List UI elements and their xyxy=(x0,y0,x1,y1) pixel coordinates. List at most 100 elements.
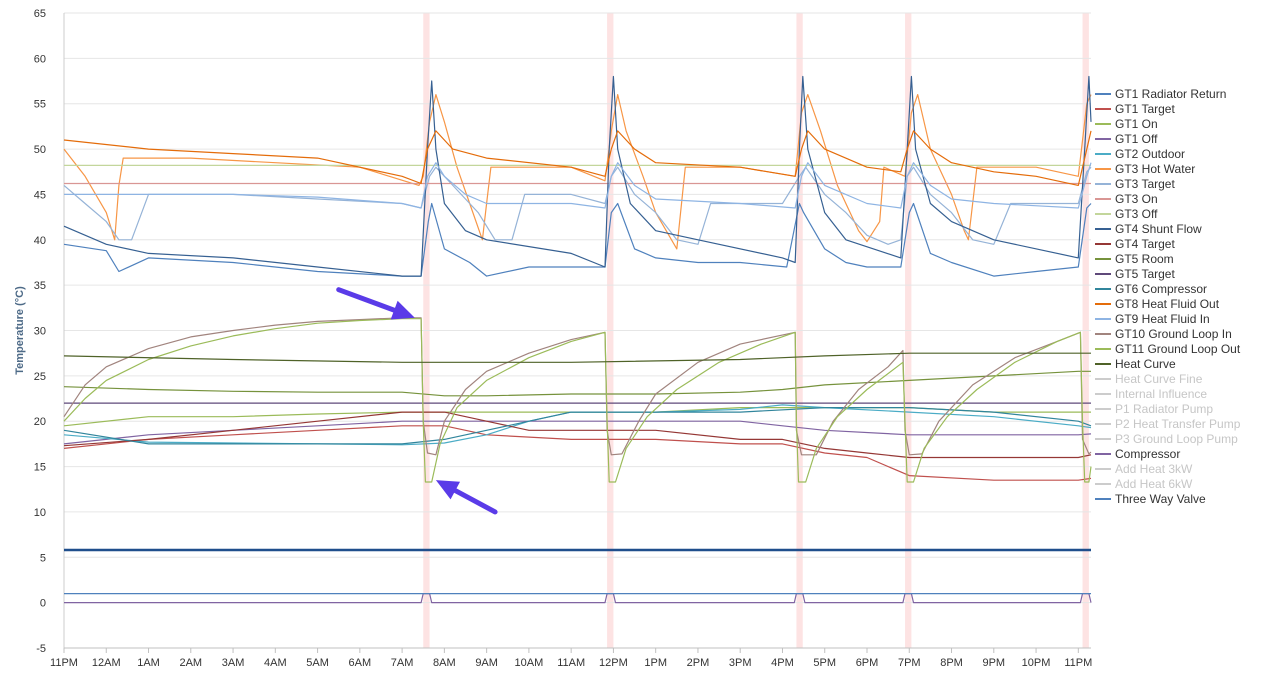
y-tick-label: 30 xyxy=(34,326,46,338)
y-tick-label: -5 xyxy=(36,643,46,655)
legend-label: Compressor xyxy=(1115,447,1180,461)
x-tick-label: 4AM xyxy=(264,657,287,669)
series-line-gt9-heat-fluid-in xyxy=(64,162,1092,209)
legend-item-add-heat-3kw[interactable]: Add Heat 3kW xyxy=(1095,462,1193,476)
x-tick-label: 8AM xyxy=(433,657,456,669)
series-line-gt1-off xyxy=(63,420,1092,445)
legend-label: GT8 Heat Fluid Out xyxy=(1115,297,1220,311)
y-tick-label: 10 xyxy=(34,507,46,519)
annotation-arrow-shaft xyxy=(452,488,498,515)
legend-item-p1-radiator-pump[interactable]: P1 Radiator Pump xyxy=(1095,402,1213,416)
x-tick-label: 7AM xyxy=(391,657,414,669)
x-tick-label: 7PM xyxy=(898,657,921,669)
legend-item-gt3-off[interactable]: GT3 Off xyxy=(1095,207,1158,221)
series-line-gt10-ground-loop-in xyxy=(63,317,1092,456)
series-line-gt5-room xyxy=(63,370,1091,397)
legend-item-p3-ground-loop-pump[interactable]: P3 Ground Loop Pump xyxy=(1095,432,1238,446)
y-tick-label: 5 xyxy=(40,552,46,564)
legend-item-p2-heat-transfer-pump[interactable]: P2 Heat Transfer Pump xyxy=(1095,417,1241,431)
legend-label: GT4 Target xyxy=(1115,237,1175,251)
legend-label: Three Way Valve xyxy=(1115,492,1206,506)
legend-label: GT11 Ground Loop Out xyxy=(1115,342,1241,356)
y-tick-label: 35 xyxy=(34,280,46,292)
legend-item-gt2-outdoor[interactable]: GT2 Outdoor xyxy=(1095,147,1185,161)
legend-label: Heat Curve Fine xyxy=(1115,372,1203,386)
y-tick-label: 0 xyxy=(40,598,46,610)
legend-item-gt6-compressor[interactable]: GT6 Compressor xyxy=(1095,282,1207,296)
legend-item-gt5-room[interactable]: GT5 Room xyxy=(1095,252,1174,266)
legend-label: GT6 Compressor xyxy=(1115,282,1207,296)
series-line-gt8-heat-fluid-out xyxy=(63,130,1092,186)
legend-item-gt1-radiator-return[interactable]: GT1 Radiator Return xyxy=(1095,87,1226,101)
legend-item-gt10-ground-loop-in[interactable]: GT10 Ground Loop In xyxy=(1095,327,1232,341)
legend-label: GT5 Room xyxy=(1115,252,1174,266)
legend-item-gt9-heat-fluid-in[interactable]: GT9 Heat Fluid In xyxy=(1095,312,1210,326)
x-tick-label: 1AM xyxy=(137,657,160,669)
y-tick-label: 20 xyxy=(34,416,46,428)
x-tick-label: 3AM xyxy=(222,657,245,669)
legend-item-gt1-on[interactable]: GT1 On xyxy=(1095,117,1158,131)
legend-label: GT5 Target xyxy=(1115,267,1175,281)
legend-label: GT4 Shunt Flow xyxy=(1115,222,1202,236)
legend-item-gt1-target[interactable]: GT1 Target xyxy=(1095,102,1175,116)
legend-item-three-way-valve[interactable]: Three Way Valve xyxy=(1095,492,1206,506)
x-tick-label: 9AM xyxy=(475,657,498,669)
x-tick-label: 8PM xyxy=(940,657,963,669)
x-tick-label: 12PM xyxy=(599,657,628,669)
x-tick-label: 11PM xyxy=(1064,657,1092,669)
x-tick-label: 9PM xyxy=(982,657,1005,669)
legend-label: GT2 Outdoor xyxy=(1115,147,1185,161)
legend-label: GT3 Off xyxy=(1115,207,1158,221)
legend-item-gt5-target[interactable]: GT5 Target xyxy=(1095,267,1175,281)
series-line-gt4-target xyxy=(63,411,1092,459)
legend-item-gt4-shunt-flow[interactable]: GT4 Shunt Flow xyxy=(1095,222,1202,236)
legend-label: P2 Heat Transfer Pump xyxy=(1115,417,1241,431)
legend-label: P3 Ground Loop Pump xyxy=(1115,432,1238,446)
legend-item-internal-influence[interactable]: Internal Influence xyxy=(1095,387,1207,401)
x-tick-label: 11AM xyxy=(557,657,585,669)
legend-label: Heat Curve xyxy=(1115,357,1176,371)
legend-item-compressor[interactable]: Compressor xyxy=(1095,447,1180,461)
legend-label: GT9 Heat Fluid In xyxy=(1115,312,1210,326)
legend-item-gt4-target[interactable]: GT4 Target xyxy=(1095,237,1175,251)
annotation-arrow-head xyxy=(390,300,415,320)
legend-label: GT3 Target xyxy=(1115,177,1175,191)
legend-label: Internal Influence xyxy=(1115,387,1207,401)
legend-label: GT10 Ground Loop In xyxy=(1115,327,1232,341)
x-tick-label: 2PM xyxy=(687,657,710,669)
legend-label: GT1 Off xyxy=(1115,132,1158,146)
legend-item-gt3-on[interactable]: GT3 On xyxy=(1095,192,1158,206)
y-tick-label: 15 xyxy=(34,462,46,474)
legend-label: GT3 Hot Water xyxy=(1115,162,1195,176)
series-line-gt4-shunt-flow xyxy=(63,75,1092,277)
y-axis-ticks: -5 0 5 10 15 20 25 30 35 40 45 50 55 60 65 xyxy=(34,8,46,655)
legend-item-gt1-off[interactable]: GT1 Off xyxy=(1095,132,1158,146)
x-tick-label: 1PM xyxy=(644,657,667,669)
annotation-arrows xyxy=(336,287,498,515)
legend-item-heat-curve-fine[interactable]: Heat Curve Fine xyxy=(1095,372,1203,386)
legend-label: P1 Radiator Pump xyxy=(1115,402,1213,416)
legend-item-gt3-target[interactable]: GT3 Target xyxy=(1095,177,1175,191)
series-line-gt3-hot-water xyxy=(63,94,1092,250)
legend-item-gt8-heat-fluid-out[interactable]: GT8 Heat Fluid Out xyxy=(1095,297,1220,311)
series-line-gt11-ground-loop-out xyxy=(63,318,1092,483)
y-tick-label: 45 xyxy=(34,189,46,201)
x-tick-label: 5PM xyxy=(813,657,836,669)
legend-item-gt11-ground-loop-out[interactable]: GT11 Ground Loop Out xyxy=(1095,342,1241,356)
series-line-gt6-compressor xyxy=(63,407,1092,445)
series-line-gt3-target xyxy=(63,166,1092,245)
y-tick-label: 65 xyxy=(34,8,46,20)
series-lines xyxy=(63,75,1092,604)
legend-item-gt3-hot-water[interactable]: GT3 Hot Water xyxy=(1095,162,1195,176)
legend-item-add-heat-6kw[interactable]: Add Heat 6kW xyxy=(1095,477,1193,491)
series-line-gt1-target xyxy=(63,425,1092,481)
legend-label: GT1 Radiator Return xyxy=(1115,87,1226,101)
annotation-arrow-shaft xyxy=(336,287,397,313)
legend-item-heat-curve[interactable]: Heat Curve xyxy=(1095,357,1176,371)
x-tick-label: 11PM xyxy=(50,657,78,669)
legend-label: GT1 Target xyxy=(1115,102,1175,116)
y-tick-label: 25 xyxy=(34,371,46,383)
x-tick-label: 6PM xyxy=(856,657,879,669)
